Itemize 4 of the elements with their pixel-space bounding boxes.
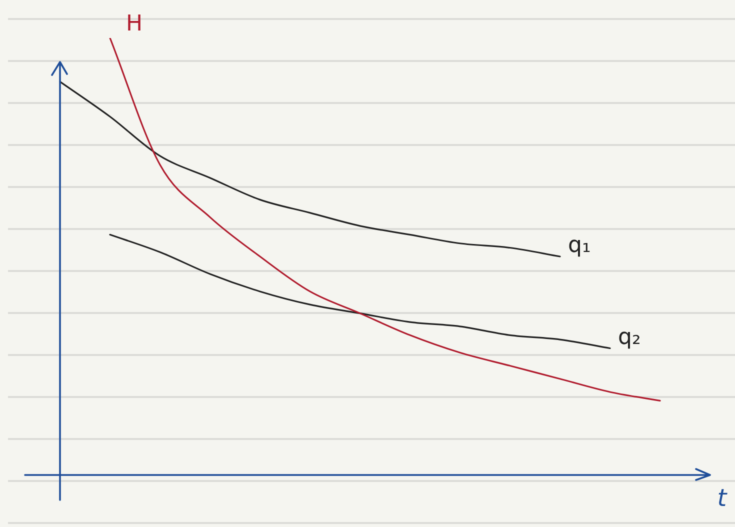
- series-label: q₁: [568, 233, 591, 258]
- series-label: q₂: [618, 324, 641, 350]
- x-axis-title: t: [717, 484, 728, 512]
- series-label: H: [126, 12, 143, 37]
